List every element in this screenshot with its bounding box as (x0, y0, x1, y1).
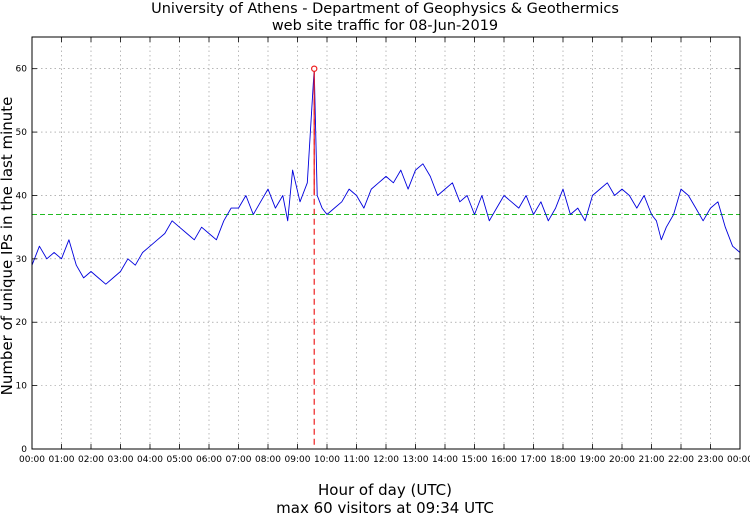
x-tick-label: 08:00 (255, 455, 281, 465)
x-tick-label: 23:00 (698, 455, 724, 465)
x-tick-label: 22:00 (668, 455, 694, 465)
y-tick-label: 30 (16, 255, 28, 265)
x-tick-label: 00:00 (727, 455, 750, 465)
x-tick-label: 19:00 (580, 455, 606, 465)
x-tick-label: 21:00 (639, 455, 665, 465)
x-tick-label: 07:00 (226, 455, 252, 465)
y-tick-label: 20 (16, 318, 28, 328)
y-tick-label: 50 (16, 128, 28, 138)
series-line-traffic (31, 68, 741, 285)
x-tick-label: 00:00 (19, 455, 45, 465)
x-tick-label: 02:00 (78, 455, 104, 465)
x-tick-label: 03:00 (108, 455, 134, 465)
x-tick-label: 10:00 (314, 455, 340, 465)
y-tick-label: 60 (16, 65, 28, 75)
x-tick-label: 14:00 (432, 455, 458, 465)
x-tick-label: 09:00 (285, 455, 311, 465)
y-tick-label: 40 (16, 191, 28, 201)
x-tick-label: 01:00 (49, 455, 75, 465)
plot-frame (31, 36, 741, 450)
x-tick-label: 15:00 (462, 455, 488, 465)
x-tick-label: 18:00 (550, 455, 576, 465)
x-tick-label: 13:00 (403, 455, 429, 465)
x-tick-label: 12:00 (373, 455, 399, 465)
chart-subtitle: web site traffic for 08-Jun-2019 (272, 18, 498, 34)
x-tick-label: 11:00 (344, 455, 370, 465)
x-tick-label: 16:00 (491, 455, 517, 465)
x-tick-label: 06:00 (196, 455, 222, 465)
tick-layer: 00:00 01:00 02:00 03:00 04:00 05:00 06:00 07:00… (16, 37, 750, 465)
grid-layer (32, 37, 740, 449)
x-tick-label: 17:00 (521, 455, 547, 465)
max-marker-point (311, 65, 318, 72)
x-tick-label: 20:00 (609, 455, 635, 465)
x-tick-label: 04:00 (137, 455, 163, 465)
chart-title: University of Athens - Department of Geo… (151, 1, 619, 17)
max-visitors-caption: max 60 visitors at 09:34 UTC (276, 499, 494, 515)
x-tick-label: 05:00 (167, 455, 193, 465)
y-tick-label: 10 (16, 382, 28, 392)
y-tick-label: 0 (21, 445, 27, 455)
x-axis-label: Hour of day (UTC) (318, 481, 452, 499)
y-axis-label: Number of unique IPs in the last minute (0, 97, 16, 396)
